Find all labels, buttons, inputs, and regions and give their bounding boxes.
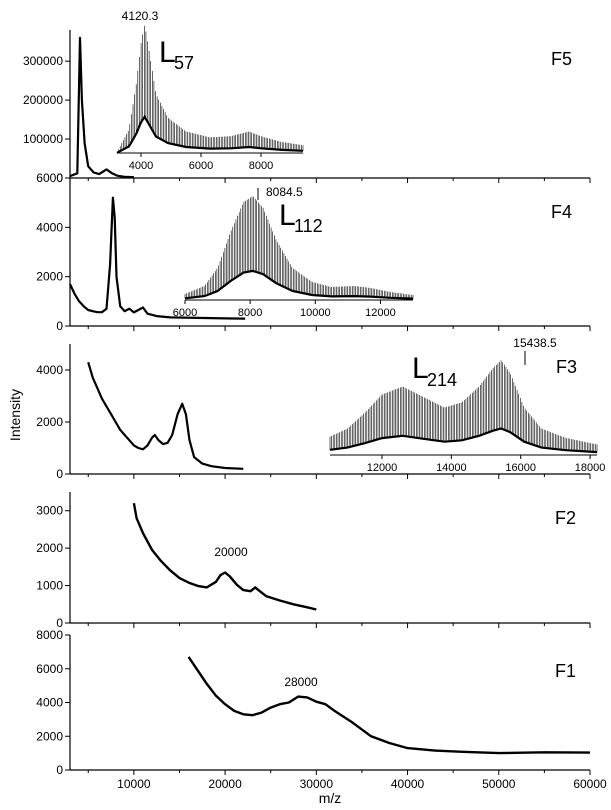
x-tick-label: 60000 [573,777,607,791]
inset-x-tick-label: 10000 [300,307,331,319]
y-tick-label: 0 [56,763,63,777]
panel-f5-inset-peaks [116,25,304,153]
panel-f3-series-letter: L [412,352,429,385]
panel-f5-inset-baseline [116,114,304,154]
inset-x-tick-label: 4000 [129,160,153,172]
panel-f4-series-letter: L [279,199,296,232]
y-tick-label: 6000 [36,662,63,676]
y-tick-label: 4000 [36,696,63,710]
y-tick-label: 4000 [36,363,63,377]
panel-f3-label: F3 [556,357,577,377]
inset-x-tick-label: 12000 [365,307,396,319]
panel-f5-series-subscript: 57 [174,53,194,73]
panel-f4-series-subscript: 112 [294,216,323,236]
x-tick-label: 50000 [482,777,516,791]
x-tick-label: 10000 [117,777,151,791]
panel-f3-annotation: 15438.5 [513,336,557,350]
x-tick-label: 20000 [208,777,242,791]
y-tick-label: 0 [56,467,63,481]
panel-f5-series-label: L 57 [159,36,194,73]
panel-f3: 0 2000 4000 F3 12000 14000 16000 18000 15438.… [36,336,605,481]
y-tick-label: 1000 [36,579,63,593]
y-tick-label: 3000 [36,504,63,518]
panel-f2-axes: 0 1000 2000 3000 [36,492,591,630]
y-tick-label: 8000 [36,628,63,642]
panel-f2: 0 1000 2000 3000 F2 20000 [36,492,591,630]
panel-f5-axes: 0 100000 200000 300000 [23,30,591,185]
inset-x-tick-label: 18000 [575,462,606,474]
panel-f4-series-label: L 112 [279,199,323,236]
panel-f1-axes: 0 2000 4000 6000 8000 10000 20000 30000 40000 500… [36,628,607,791]
inset-x-tick-label: 12000 [367,462,398,474]
y-tick-label: 4000 [36,220,63,234]
panel-f2-label: F2 [555,508,576,528]
panel-f1-label: F1 [555,661,576,681]
panel-f4-inset-peaks [184,196,414,299]
panel-f4-annotation: 8084.5 [266,185,303,199]
y-tick-label: 300000 [23,54,63,68]
panel-f1-spectrum [187,656,591,755]
x-axis-title: m/z [319,790,342,806]
panel-f4-label: F4 [551,202,572,222]
panel-f2-spectrum [132,502,317,611]
y-tick-label: 0 [56,171,63,185]
panel-f5-label: F5 [551,49,572,69]
y-axis-title: Intensity [7,389,23,441]
inset-x-tick-label: 16000 [505,462,536,474]
y-tick-label: 100000 [23,132,63,146]
x-tick-label: 40000 [391,777,425,791]
inset-x-tick-label: 8000 [238,307,262,319]
panel-f1: 0 2000 4000 6000 8000 10000 20000 30000 40000 500… [36,628,607,791]
panel-f5: 0 100000 200000 300000 F5 4000 6000 8000 4120… [23,9,591,185]
panel-f5-annotation: 4120.3 [122,9,159,23]
inset-x-tick-label: 6000 [173,307,197,319]
y-tick-label: 2000 [36,415,63,429]
panel-f3-spectrum [87,361,244,470]
y-tick-label: 6000 [36,171,63,185]
panel-f3-series-subscript: 214 [427,370,457,390]
y-tick-label: 2000 [36,541,63,555]
panel-f4-inset: 6000 8000 10000 12000 [173,196,414,319]
panel-f1-annotation: 28000 [284,675,318,689]
panel-f3-axes: 0 2000 4000 [36,344,591,481]
x-tick-label: 30000 [300,777,334,791]
panel-f4-spectrum [69,196,246,320]
panel-f5-inset: 4000 6000 8000 [116,25,304,172]
panel-f4: 0 2000 4000 6000 F4 6000 8000 10000 12000 8084… [36,171,591,333]
panel-f5-spectrum [69,36,134,179]
panel-f2-annotation: 20000 [214,545,248,559]
y-tick-label: 2000 [36,729,63,743]
panel-f5-series-letter: L [159,36,176,69]
panel-f3-inset-baseline [329,427,598,454]
y-tick-label: 200000 [23,93,63,107]
inset-x-tick-label: 8000 [249,160,273,172]
panel-f4-axes: 0 2000 4000 6000 [36,171,591,333]
panel-f4-inset-baseline [184,269,414,300]
inset-x-tick-label: 6000 [189,160,213,172]
y-tick-label: 0 [56,319,63,333]
panel-f3-series-label: L 214 [412,352,457,390]
panel-f3-inset-peaks [329,360,598,453]
y-tick-label: 2000 [36,270,63,284]
panel-f3-inset: 12000 14000 16000 18000 [329,360,606,474]
y-tick-label: 0 [56,616,63,630]
inset-x-tick-label: 14000 [436,462,467,474]
